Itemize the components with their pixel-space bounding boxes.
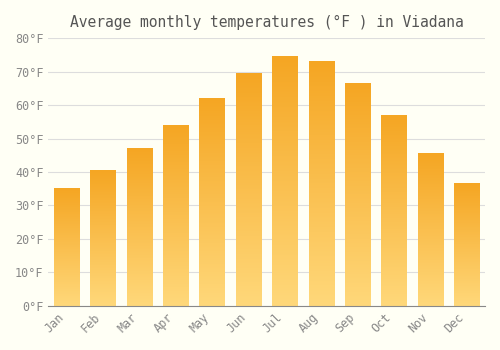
Title: Average monthly temperatures (°F ) in Viadana: Average monthly temperatures (°F ) in Vi… — [70, 15, 464, 30]
